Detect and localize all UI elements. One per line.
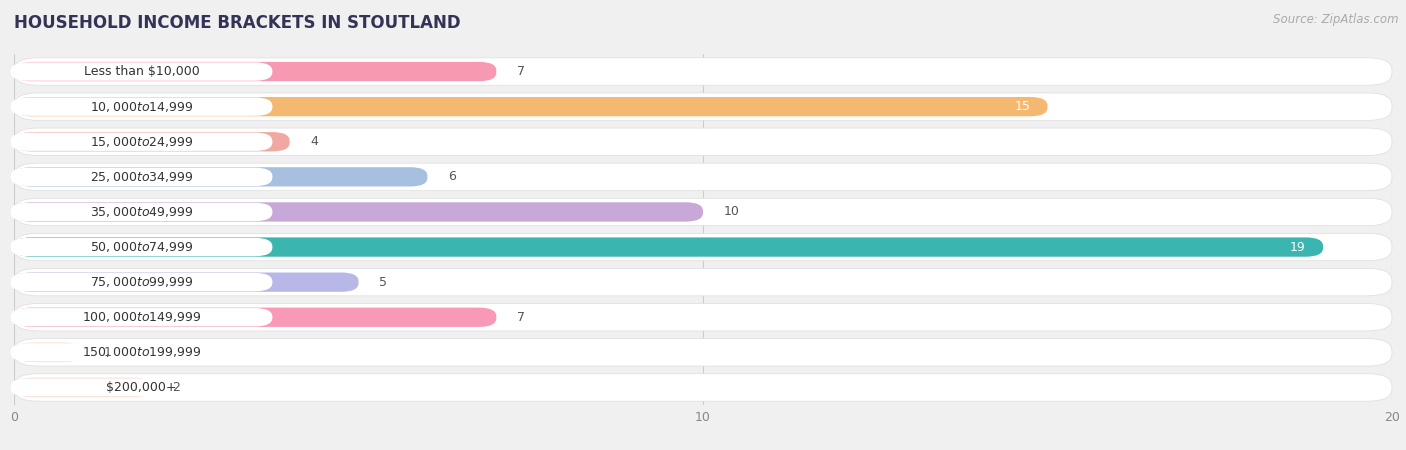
- FancyBboxPatch shape: [14, 304, 1392, 331]
- Text: 15: 15: [1014, 100, 1031, 113]
- FancyBboxPatch shape: [14, 167, 427, 186]
- FancyBboxPatch shape: [11, 98, 273, 116]
- Text: 7: 7: [517, 311, 524, 324]
- Text: 10: 10: [724, 206, 740, 218]
- Text: 19: 19: [1291, 241, 1306, 253]
- FancyBboxPatch shape: [11, 168, 273, 186]
- FancyBboxPatch shape: [14, 198, 1392, 225]
- FancyBboxPatch shape: [11, 273, 273, 291]
- Text: $15,000 to $24,999: $15,000 to $24,999: [90, 135, 193, 149]
- Text: 7: 7: [517, 65, 524, 78]
- FancyBboxPatch shape: [11, 343, 273, 361]
- FancyBboxPatch shape: [14, 308, 496, 327]
- Text: 4: 4: [311, 135, 318, 148]
- Text: 5: 5: [380, 276, 387, 288]
- FancyBboxPatch shape: [14, 163, 1392, 190]
- FancyBboxPatch shape: [14, 132, 290, 151]
- FancyBboxPatch shape: [14, 273, 359, 292]
- FancyBboxPatch shape: [11, 378, 273, 396]
- FancyBboxPatch shape: [11, 308, 273, 326]
- FancyBboxPatch shape: [14, 238, 1323, 256]
- FancyBboxPatch shape: [14, 62, 496, 81]
- Text: $75,000 to $99,999: $75,000 to $99,999: [90, 275, 193, 289]
- FancyBboxPatch shape: [14, 374, 1392, 401]
- Text: Source: ZipAtlas.com: Source: ZipAtlas.com: [1274, 14, 1399, 27]
- FancyBboxPatch shape: [11, 133, 273, 151]
- FancyBboxPatch shape: [11, 203, 273, 221]
- FancyBboxPatch shape: [11, 238, 273, 256]
- Text: $150,000 to $199,999: $150,000 to $199,999: [82, 345, 201, 360]
- FancyBboxPatch shape: [14, 269, 1392, 296]
- FancyBboxPatch shape: [14, 97, 1047, 116]
- Text: $100,000 to $149,999: $100,000 to $149,999: [82, 310, 201, 324]
- Text: $50,000 to $74,999: $50,000 to $74,999: [90, 240, 193, 254]
- Text: HOUSEHOLD INCOME BRACKETS IN STOUTLAND: HOUSEHOLD INCOME BRACKETS IN STOUTLAND: [14, 14, 461, 32]
- FancyBboxPatch shape: [14, 343, 83, 362]
- Text: 1: 1: [104, 346, 111, 359]
- Text: $10,000 to $14,999: $10,000 to $14,999: [90, 99, 193, 114]
- Text: $200,000+: $200,000+: [107, 381, 177, 394]
- FancyBboxPatch shape: [14, 58, 1392, 85]
- FancyBboxPatch shape: [14, 202, 703, 221]
- Text: $25,000 to $34,999: $25,000 to $34,999: [90, 170, 193, 184]
- FancyBboxPatch shape: [14, 93, 1392, 120]
- FancyBboxPatch shape: [14, 339, 1392, 366]
- FancyBboxPatch shape: [14, 378, 152, 397]
- Text: $35,000 to $49,999: $35,000 to $49,999: [90, 205, 193, 219]
- FancyBboxPatch shape: [14, 128, 1392, 155]
- FancyBboxPatch shape: [14, 234, 1392, 261]
- FancyBboxPatch shape: [11, 63, 273, 81]
- Text: 2: 2: [173, 381, 180, 394]
- Text: 6: 6: [449, 171, 456, 183]
- Text: Less than $10,000: Less than $10,000: [83, 65, 200, 78]
